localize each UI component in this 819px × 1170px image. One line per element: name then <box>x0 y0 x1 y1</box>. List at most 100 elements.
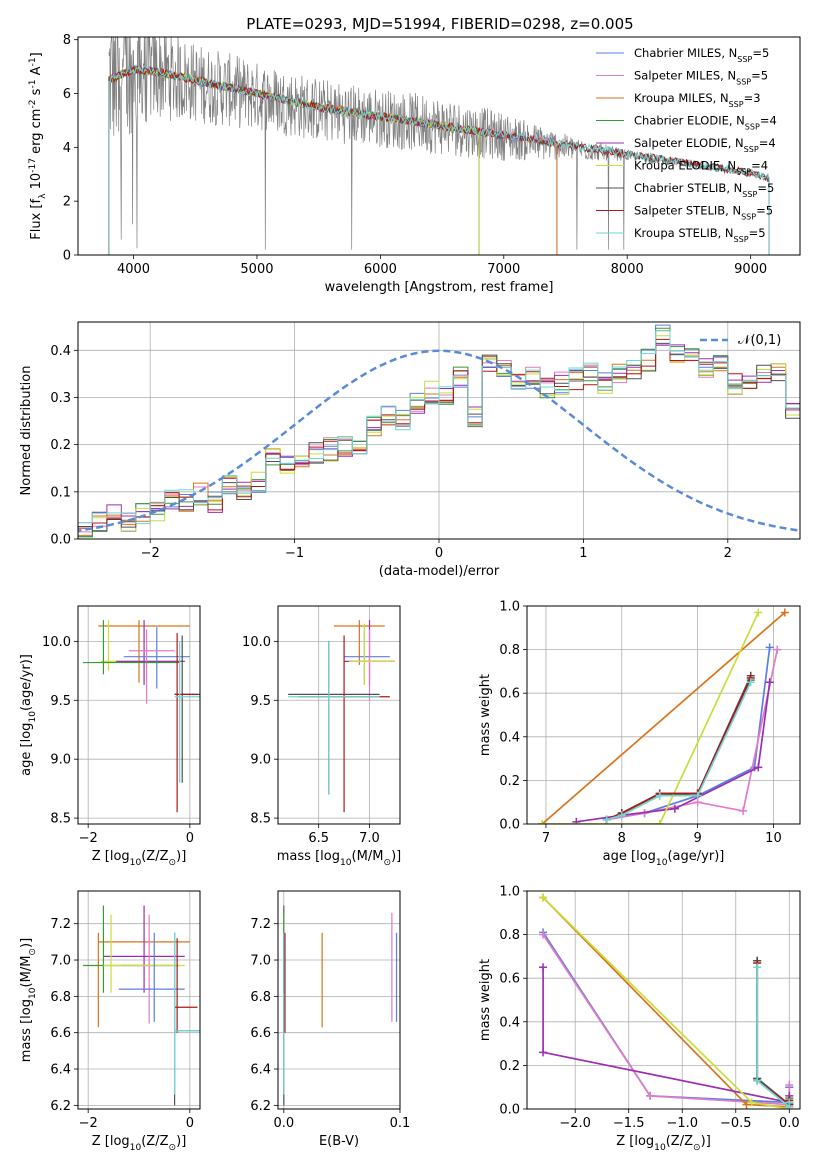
weight_vs_Z-y-axis-label: mass weight <box>478 959 493 1041</box>
data-point-marker <box>765 678 774 687</box>
data-point-marker <box>539 893 548 902</box>
data-point-marker <box>670 804 679 813</box>
data-point-marker <box>780 608 789 617</box>
age_vs_mass-panel: 6.5 7.0 8.5 9.0 9.5 10.0 mass [log10(M/M⊙)] <box>242 605 401 868</box>
x-tick-label: −1.5 <box>613 1116 645 1131</box>
axes-frame <box>77 36 801 256</box>
legend-label: 𝒩(0,1) <box>738 333 781 348</box>
histogram-step <box>78 344 800 538</box>
y-tick-label: 6.4 <box>50 1063 71 1078</box>
mass-weight-line <box>756 967 791 1109</box>
axes-frame <box>77 605 201 825</box>
y-tick-label: 1.0 <box>499 600 520 615</box>
figure-title: PLATE=0293, MJD=51994, FIBERID=0298, z=0… <box>246 15 633 33</box>
data-point-marker <box>693 791 702 800</box>
spectrum-plot-area <box>108 37 770 255</box>
y-tick-label: 0.2 <box>499 774 520 789</box>
axes-frame <box>277 605 401 825</box>
histogram-step <box>78 324 800 537</box>
y-tick-label: 0.2 <box>50 438 71 453</box>
spectrum-y-axis-label: Flux [fλ 10-17 erg cm-2 s-1 A-1] <box>28 52 48 239</box>
y-tick-label: 8 <box>63 33 71 48</box>
data-point-marker <box>539 930 548 939</box>
mass_vs_ebv-x-axis-label: E(B-V) <box>319 1134 359 1149</box>
axes-frame <box>277 890 401 1110</box>
residuals-y-axis-label: Normed distribution <box>19 366 34 496</box>
legend-label: Salpeter ELODIE, NSSP=4 <box>634 136 776 154</box>
data-point-marker <box>539 1048 548 1057</box>
y-tick-label: 8.5 <box>50 812 71 827</box>
legend-label: Chabrier MILES, NSSP=5 <box>634 46 769 64</box>
age_vs_mass-x-axis-label: mass [log10(M/M⊙)] <box>277 849 401 868</box>
x-tick-label: 0 <box>435 546 443 561</box>
x-tick-label: −2 <box>141 546 160 561</box>
y-tick-label: 0.4 <box>50 344 71 359</box>
mass-weight-line <box>606 681 752 821</box>
x-tick-label: 6.5 <box>308 831 329 846</box>
y-tick-label: 0.6 <box>499 687 520 702</box>
legend-label: Salpeter MILES, NSSP=5 <box>634 69 768 87</box>
legend-label: Chabrier ELODIE, NSSP=4 <box>634 114 777 132</box>
x-tick-label: 6000 <box>364 262 397 277</box>
data-point-marker <box>754 608 763 617</box>
mass_vs_Z-x-axis-label: Z [log10(Z/Z⊙)] <box>92 1134 187 1153</box>
data-point-marker <box>739 806 748 815</box>
legend-label: Chabrier STELIB, NSSP=5 <box>634 181 774 199</box>
x-tick-label: 5000 <box>240 262 273 277</box>
weight_vs_age-panel: 7 8 9 10 0.0 0.2 0.4 0.6 0.8 1.0 age [log10(age/yr… <box>478 600 801 868</box>
y-tick-label: 0.3 <box>50 391 71 406</box>
y-tick-label: 4 <box>63 141 71 156</box>
mass_vs_Z-plot-area <box>78 891 200 1109</box>
mass-weight-line <box>541 611 786 824</box>
y-tick-label: 9.0 <box>50 753 71 768</box>
histogram-step <box>78 330 800 536</box>
data-point-marker <box>539 963 548 972</box>
x-tick-label: 0 <box>186 831 194 846</box>
y-tick-label: 6.2 <box>250 1099 271 1114</box>
x-tick-label: 7.0 <box>359 831 380 846</box>
y-tick-label: 0.8 <box>499 928 520 943</box>
y-tick-label: 0.4 <box>499 730 520 745</box>
spectrum-x-axis-label: wavelength [Angstrom, rest frame] <box>325 280 554 295</box>
mass-weight-line <box>756 962 791 1107</box>
gaussian-curve <box>78 349 800 532</box>
data-point-marker <box>746 678 755 687</box>
data-point-marker <box>773 645 782 654</box>
y-tick-label: 0.2 <box>499 1059 520 1074</box>
weight_vs_Z-x-axis-label: Z [log10(Z/Z⊙)] <box>616 1134 711 1153</box>
data-point-marker <box>602 815 611 824</box>
age_vs_Z-panel: −2 0 8.5 9.0 9.5 10.0 Z [log10(Z/Z⊙)] age [log1… <box>19 605 201 868</box>
x-tick-label: 8000 <box>611 262 644 277</box>
histogram-step <box>78 344 800 524</box>
weight_vs_age-y-axis-label: mass weight <box>478 674 493 756</box>
y-tick-label: 6.4 <box>250 1063 271 1078</box>
axes-frame <box>526 890 801 1110</box>
y-tick-label: 0.1 <box>50 485 71 500</box>
residuals-x-axis-label: (data-model)/error <box>379 564 500 579</box>
legend-label: Kroupa ELODIE, NSSP=4 <box>634 159 768 177</box>
age_vs_Z-x-axis-label: Z [log10(Z/Z⊙)] <box>92 849 187 868</box>
x-tick-label: 8 <box>618 831 626 846</box>
x-tick-label: 0.0 <box>273 1116 294 1131</box>
residuals-plot-area <box>78 322 800 539</box>
y-tick-label: 10.0 <box>242 635 271 650</box>
data-point-marker <box>538 820 547 824</box>
x-tick-label: 0.1 <box>390 1116 411 1131</box>
axes-frame <box>77 321 801 540</box>
histogram-step <box>78 330 800 527</box>
legend-label: Kroupa MILES, NSSP=3 <box>634 91 761 109</box>
x-tick-label: 1 <box>579 546 587 561</box>
data-point-marker <box>655 820 664 824</box>
axes-frame <box>77 890 201 1110</box>
age_vs_Z-plot-area <box>78 606 200 824</box>
weight_vs_Z-plot-area <box>527 891 800 1109</box>
y-tick-label: 9.5 <box>250 694 271 709</box>
data-point-marker <box>655 791 664 800</box>
residuals-panel: −2 −1 0 1 2 0.0 0.1 0.2 0.3 0.4 (data-model)/error… <box>19 321 801 579</box>
data-point-marker <box>765 643 774 652</box>
x-tick-label: −1 <box>285 546 304 561</box>
x-tick-label: −2 <box>79 831 98 846</box>
spectrum-panel: 4000 5000 6000 7000 8000 9000 0 2 4 6 8 wavelength … <box>28 33 801 295</box>
mass-weight-line <box>606 675 752 821</box>
y-tick-label: 2 <box>63 195 71 210</box>
